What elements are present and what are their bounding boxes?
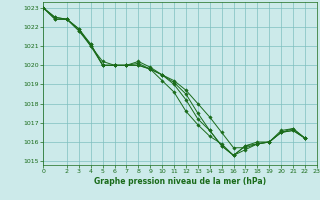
X-axis label: Graphe pression niveau de la mer (hPa): Graphe pression niveau de la mer (hPa) xyxy=(94,177,266,186)
